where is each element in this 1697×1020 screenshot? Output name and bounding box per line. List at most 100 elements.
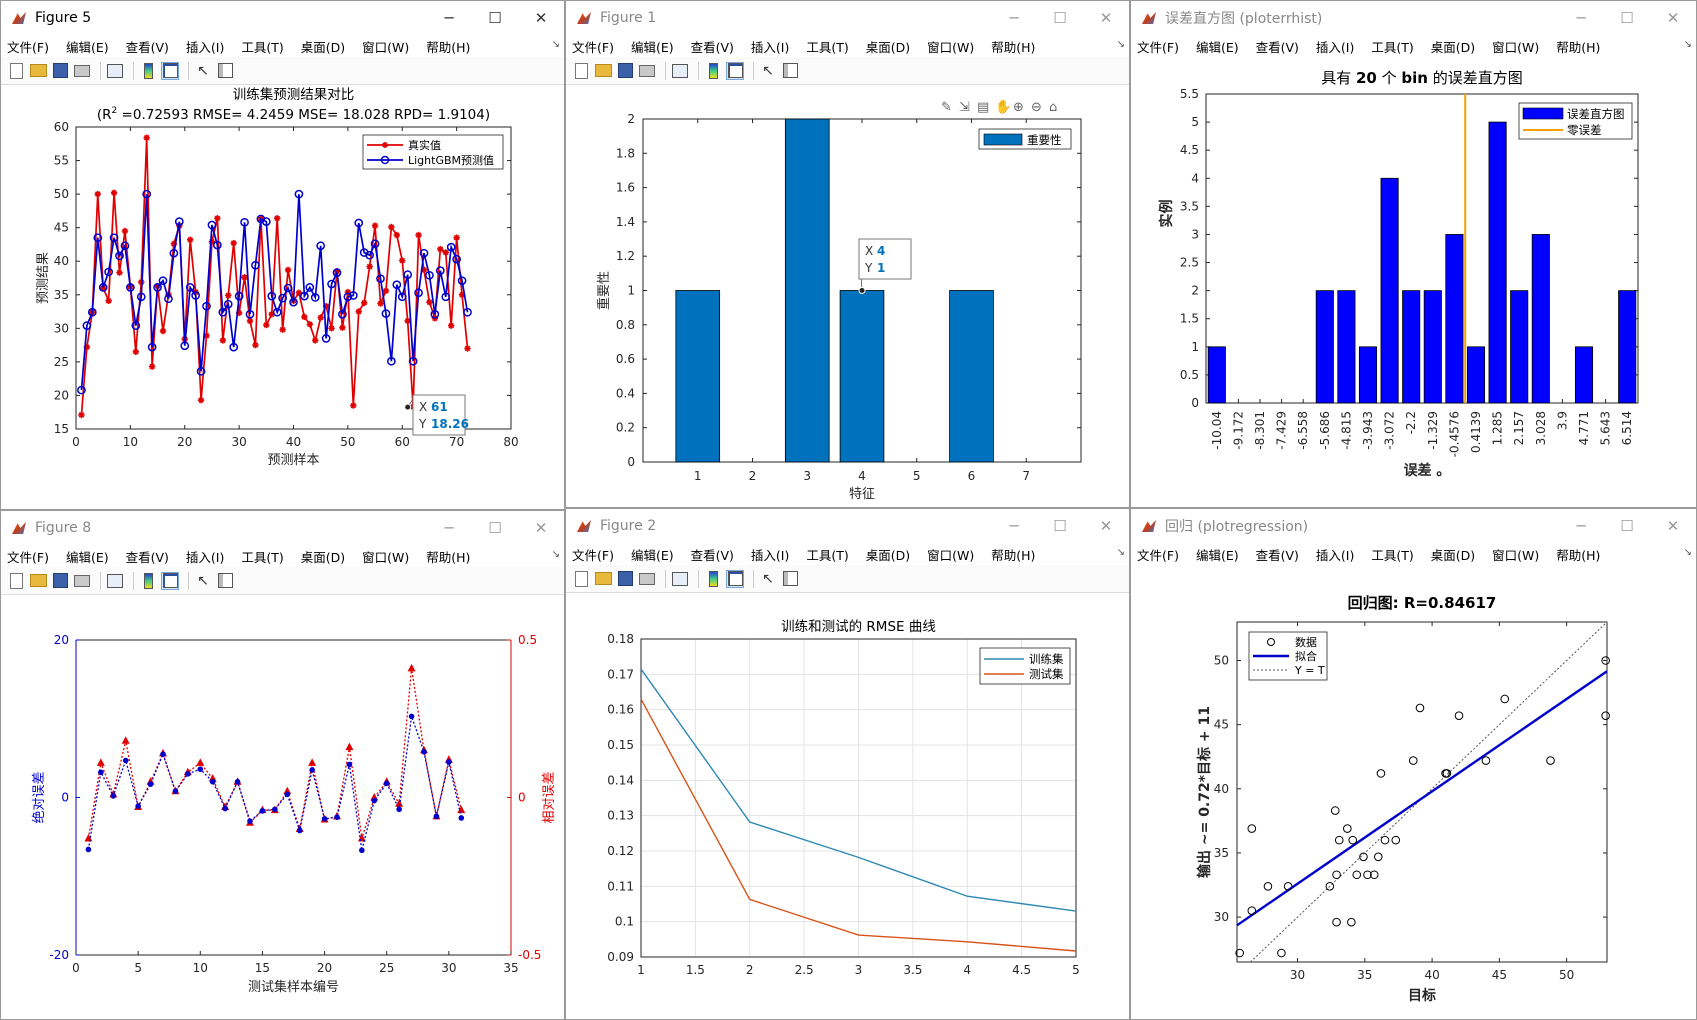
menu-item-2[interactable]: 查看(V) bbox=[125, 39, 169, 55]
menu-item-3[interactable]: 插入(I) bbox=[1315, 547, 1355, 563]
menu-item-7[interactable]: 帮助(H) bbox=[1556, 547, 1601, 563]
insert-colorbar-icon[interactable] bbox=[139, 62, 157, 80]
menu-item-5[interactable]: 桌面(D) bbox=[1430, 547, 1476, 563]
titlebar[interactable]: Figure 1 ─ ☐ ✕ bbox=[566, 1, 1129, 35]
menu-item-2[interactable]: 查看(V) bbox=[690, 39, 734, 55]
menu-item-6[interactable]: 窗口(W) bbox=[362, 549, 410, 565]
menu-item-5[interactable]: 桌面(D) bbox=[865, 39, 911, 55]
link-plot-icon[interactable] bbox=[671, 62, 689, 80]
maximize-button[interactable]: ☐ bbox=[1620, 517, 1634, 535]
menu-item-4[interactable]: 工具(T) bbox=[1371, 547, 1414, 563]
property-browser-icon[interactable] bbox=[781, 570, 799, 588]
dock-arrow-icon[interactable]: ↘ bbox=[1683, 547, 1692, 558]
maximize-button[interactable]: ☐ bbox=[1053, 9, 1067, 27]
menu-item-0[interactable]: 文件(F) bbox=[1137, 547, 1179, 563]
close-button[interactable]: ✕ bbox=[534, 519, 548, 537]
menu-item-7[interactable]: 帮助(H) bbox=[991, 547, 1036, 563]
menu-item-1[interactable]: 编辑(E) bbox=[1195, 39, 1239, 55]
menu-item-3[interactable]: 插入(I) bbox=[750, 39, 790, 55]
menu-item-1[interactable]: 编辑(E) bbox=[630, 39, 674, 55]
print-icon[interactable] bbox=[638, 570, 656, 588]
maximize-button[interactable]: ☐ bbox=[1620, 9, 1634, 27]
dock-arrow-icon[interactable]: ↘ bbox=[1116, 39, 1125, 50]
edit-plot-icon[interactable]: ↖ bbox=[762, 570, 774, 587]
close-button[interactable]: ✕ bbox=[1099, 517, 1113, 535]
print-icon[interactable] bbox=[73, 62, 91, 80]
menu-item-0[interactable]: 文件(F) bbox=[572, 39, 614, 55]
menu-item-7[interactable]: 帮助(H) bbox=[991, 39, 1036, 55]
menu-item-3[interactable]: 插入(I) bbox=[185, 549, 225, 565]
print-icon[interactable] bbox=[73, 572, 91, 590]
new-file-icon[interactable] bbox=[7, 62, 25, 80]
menu-item-2[interactable]: 查看(V) bbox=[125, 549, 169, 565]
minimize-button[interactable]: ─ bbox=[1009, 9, 1019, 27]
save-icon[interactable] bbox=[616, 62, 634, 80]
open-file-icon[interactable] bbox=[29, 62, 47, 80]
dock-arrow-icon[interactable]: ↘ bbox=[1116, 547, 1125, 558]
save-icon[interactable] bbox=[616, 570, 634, 588]
insert-legend-icon[interactable] bbox=[161, 61, 179, 80]
property-browser-icon[interactable] bbox=[216, 572, 234, 590]
dock-arrow-icon[interactable]: ↘ bbox=[1683, 39, 1692, 50]
save-icon[interactable] bbox=[51, 572, 69, 590]
menu-item-7[interactable]: 帮助(H) bbox=[426, 39, 471, 55]
insert-colorbar-icon[interactable] bbox=[704, 570, 722, 588]
open-file-icon[interactable] bbox=[594, 570, 612, 588]
link-plot-icon[interactable] bbox=[106, 62, 124, 80]
menu-item-6[interactable]: 窗口(W) bbox=[927, 547, 975, 563]
menu-item-1[interactable]: 编辑(E) bbox=[630, 547, 674, 563]
new-file-icon[interactable] bbox=[572, 62, 590, 80]
insert-legend-icon[interactable] bbox=[161, 571, 179, 590]
menu-item-6[interactable]: 窗口(W) bbox=[927, 39, 975, 55]
menu-item-4[interactable]: 工具(T) bbox=[1371, 39, 1414, 55]
minimize-button[interactable]: ─ bbox=[1009, 517, 1019, 535]
menu-item-5[interactable]: 桌面(D) bbox=[865, 547, 911, 563]
menu-item-0[interactable]: 文件(F) bbox=[7, 549, 49, 565]
titlebar[interactable]: Figure 8 ─ ☐ ✕ bbox=[1, 511, 564, 545]
menu-item-7[interactable]: 帮助(H) bbox=[426, 549, 471, 565]
menu-item-2[interactable]: 查看(V) bbox=[1255, 39, 1299, 55]
menu-item-1[interactable]: 编辑(E) bbox=[65, 549, 109, 565]
open-file-icon[interactable] bbox=[594, 62, 612, 80]
menu-item-3[interactable]: 插入(I) bbox=[750, 547, 790, 563]
menu-item-6[interactable]: 窗口(W) bbox=[1492, 39, 1540, 55]
minimize-button[interactable]: ─ bbox=[1576, 9, 1586, 27]
menu-item-7[interactable]: 帮助(H) bbox=[1556, 39, 1601, 55]
dock-arrow-icon[interactable]: ↘ bbox=[551, 39, 560, 50]
print-icon[interactable] bbox=[638, 62, 656, 80]
link-plot-icon[interactable] bbox=[671, 570, 689, 588]
property-browser-icon[interactable] bbox=[216, 62, 234, 80]
open-file-icon[interactable] bbox=[29, 572, 47, 590]
menu-item-0[interactable]: 文件(F) bbox=[7, 39, 49, 55]
titlebar[interactable]: 误差直方图 (ploterrhist) ─ ☐ ✕ bbox=[1131, 1, 1696, 35]
maximize-button[interactable]: ☐ bbox=[488, 519, 502, 537]
menu-item-3[interactable]: 插入(I) bbox=[185, 39, 225, 55]
dock-arrow-icon[interactable]: ↘ bbox=[551, 549, 560, 560]
insert-colorbar-icon[interactable] bbox=[704, 62, 722, 80]
menu-item-4[interactable]: 工具(T) bbox=[806, 39, 849, 55]
new-file-icon[interactable] bbox=[572, 570, 590, 588]
titlebar[interactable]: Figure 5 ─ ☐ ✕ bbox=[1, 1, 564, 35]
save-icon[interactable] bbox=[51, 62, 69, 80]
edit-plot-icon[interactable]: ↖ bbox=[197, 62, 209, 79]
menu-item-0[interactable]: 文件(F) bbox=[1137, 39, 1179, 55]
menu-item-6[interactable]: 窗口(W) bbox=[362, 39, 410, 55]
close-button[interactable]: ✕ bbox=[1666, 517, 1680, 535]
close-button[interactable]: ✕ bbox=[1666, 9, 1680, 27]
minimize-button[interactable]: ─ bbox=[444, 9, 454, 27]
property-browser-icon[interactable] bbox=[781, 62, 799, 80]
menu-item-2[interactable]: 查看(V) bbox=[690, 547, 734, 563]
menu-item-5[interactable]: 桌面(D) bbox=[300, 549, 346, 565]
close-button[interactable]: ✕ bbox=[1099, 9, 1113, 27]
link-plot-icon[interactable] bbox=[106, 572, 124, 590]
menu-item-4[interactable]: 工具(T) bbox=[241, 39, 284, 55]
new-file-icon[interactable] bbox=[7, 572, 25, 590]
menu-item-6[interactable]: 窗口(W) bbox=[1492, 547, 1540, 563]
menu-item-5[interactable]: 桌面(D) bbox=[1430, 39, 1476, 55]
minimize-button[interactable]: ─ bbox=[444, 519, 454, 537]
minimize-button[interactable]: ─ bbox=[1576, 517, 1586, 535]
maximize-button[interactable]: ☐ bbox=[488, 9, 502, 27]
menu-item-5[interactable]: 桌面(D) bbox=[300, 39, 346, 55]
insert-legend-icon[interactable] bbox=[726, 569, 744, 588]
menu-item-0[interactable]: 文件(F) bbox=[572, 547, 614, 563]
